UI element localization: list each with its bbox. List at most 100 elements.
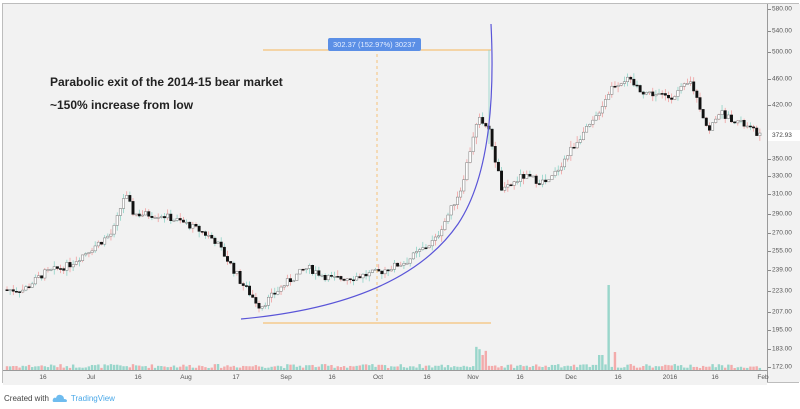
candle-body [591, 119, 595, 125]
volume-bar [437, 365, 440, 370]
volume-bar [415, 367, 418, 370]
candle-body [257, 302, 261, 309]
candle-body [695, 90, 699, 98]
volume-bar [128, 367, 132, 370]
candle-body [216, 241, 220, 244]
volume-bar [472, 366, 475, 370]
volume-bar [78, 367, 81, 370]
volume-bar [383, 365, 387, 370]
candle-body [156, 217, 160, 219]
candle-body [374, 269, 378, 271]
candle-body [323, 275, 327, 281]
volume-bar [12, 366, 15, 370]
volume-bar [736, 367, 739, 370]
candle-body [509, 184, 513, 186]
volume-bar [512, 367, 516, 370]
candle-body [572, 146, 576, 149]
candle-body [207, 234, 211, 237]
volume-bar [53, 365, 56, 370]
volume-bar [405, 367, 409, 370]
candle-body [748, 125, 752, 128]
candle-body [62, 268, 66, 271]
candle-body [651, 91, 655, 97]
volume-bar [122, 366, 125, 370]
price-tick [768, 367, 771, 368]
candle-body [717, 114, 721, 120]
candle-body [326, 275, 330, 281]
volume-bar [40, 365, 43, 370]
candle-body [682, 83, 686, 87]
volume-bar [270, 366, 273, 370]
volume-bar [620, 367, 623, 370]
volume-bar [179, 366, 182, 370]
volume-bar [220, 367, 223, 370]
footer: Created with TradingView [4, 394, 115, 403]
candle-body [383, 269, 387, 275]
volume-bar [267, 367, 270, 370]
candle-body [673, 96, 677, 100]
time-label: 17 [232, 374, 240, 381]
tradingview-cloud-icon [52, 394, 67, 402]
volume-bar [305, 365, 308, 370]
candle-body [711, 122, 715, 131]
time-label: Jul [86, 374, 96, 381]
time-axis[interactable]: 16 Jul 16 Aug 17 Sep 16 Oct 16 Nov 16 Dec 16 2016 16 Fe… [3, 370, 769, 385]
candle-body [679, 86, 683, 91]
candle-body [295, 273, 299, 281]
candle-body [446, 214, 450, 222]
volume-bar [591, 364, 595, 370]
candle-body [178, 218, 182, 221]
volume-bar [453, 366, 456, 370]
annotation-subtitle: ~150% increase from low [50, 98, 194, 112]
volume-bar [427, 365, 431, 370]
candle-body [229, 261, 233, 264]
volume-bar [342, 366, 346, 370]
volume-bar [90, 364, 94, 370]
tradingview-brand[interactable]: TradingView [70, 394, 115, 403]
candle-body [87, 252, 91, 254]
volume-bar [481, 354, 484, 370]
volume-bar [409, 366, 412, 370]
volume-bar [336, 366, 339, 370]
candle-body [635, 84, 639, 87]
candle-body [71, 264, 75, 268]
candle-body [364, 273, 368, 277]
volume-bar [210, 367, 213, 370]
volume-bar [598, 355, 601, 370]
candle-body [317, 270, 321, 276]
candle-body [553, 170, 557, 176]
candle-body [430, 240, 434, 247]
candle-body [166, 213, 170, 219]
price-plot[interactable]: 302.37 (152.97%) 30237 Parabolic exit of… [3, 4, 767, 370]
candle-body [304, 268, 308, 271]
volume-bar [71, 364, 75, 370]
volume-bar [449, 367, 453, 370]
candle-body [118, 208, 122, 216]
price-tick [768, 349, 771, 350]
volume-bar [166, 367, 169, 370]
volume-bar [553, 365, 557, 370]
volume-bar [509, 364, 513, 370]
volume-bar [279, 366, 283, 370]
volume-bar [317, 366, 321, 370]
candle-body [474, 124, 478, 138]
volume-bar [34, 366, 37, 370]
price-axis[interactable]: 372.93 580.00 540.00 500.00 460.00 420.00 350… [767, 4, 800, 382]
volume-bar [443, 367, 447, 370]
candle-body [752, 126, 755, 129]
volume-bar [138, 365, 141, 370]
parabolic-curve [240, 23, 493, 320]
candle-body [200, 231, 204, 233]
volume-bar [116, 364, 119, 370]
volume-bar [157, 365, 160, 370]
volume-bar [371, 364, 374, 370]
candle-body [33, 277, 37, 285]
volume-bar [613, 352, 617, 370]
volume-bar [27, 364, 31, 370]
volume-bar [333, 367, 336, 370]
candle-body [314, 270, 318, 274]
volume-bar [65, 366, 69, 370]
price-tick [768, 79, 771, 80]
candle-body [585, 125, 589, 133]
volume-bar [500, 366, 503, 370]
